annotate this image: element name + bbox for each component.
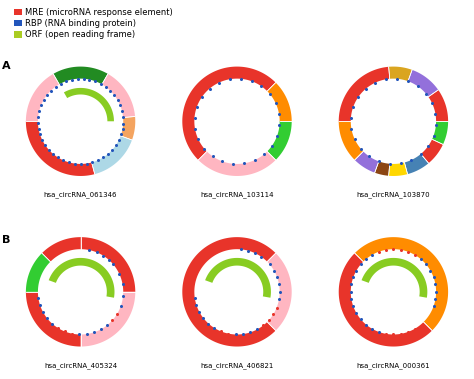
Legend: MRE (microRNA response element), RBP (RNA binding protein), ORF (open reading fr: MRE (microRNA response element), RBP (RN…: [14, 8, 173, 39]
Polygon shape: [267, 121, 292, 160]
Polygon shape: [91, 136, 132, 174]
Polygon shape: [205, 258, 271, 298]
Polygon shape: [102, 74, 135, 117]
Polygon shape: [267, 83, 292, 121]
Polygon shape: [26, 74, 59, 121]
Text: hsa_circRNA_103114: hsa_circRNA_103114: [200, 191, 274, 198]
Polygon shape: [339, 237, 448, 346]
Polygon shape: [428, 90, 448, 121]
Polygon shape: [49, 258, 115, 298]
Text: B: B: [2, 235, 11, 245]
Text: A: A: [2, 61, 11, 70]
Polygon shape: [42, 237, 81, 262]
Polygon shape: [121, 116, 135, 140]
Polygon shape: [375, 161, 390, 176]
Polygon shape: [362, 258, 428, 298]
Polygon shape: [26, 237, 135, 346]
Polygon shape: [26, 67, 135, 176]
Polygon shape: [389, 67, 412, 81]
Polygon shape: [182, 67, 276, 160]
Text: hsa_circRNA_406821: hsa_circRNA_406821: [201, 362, 273, 369]
Polygon shape: [182, 67, 292, 176]
Polygon shape: [182, 237, 276, 346]
Polygon shape: [339, 67, 390, 121]
Polygon shape: [267, 253, 292, 330]
Polygon shape: [339, 253, 432, 346]
Polygon shape: [26, 253, 50, 292]
Polygon shape: [198, 152, 276, 176]
Polygon shape: [389, 163, 408, 176]
Polygon shape: [408, 70, 438, 97]
Polygon shape: [53, 67, 108, 85]
Text: hsa_circRNA_405324: hsa_circRNA_405324: [44, 362, 117, 369]
Polygon shape: [81, 292, 135, 346]
Polygon shape: [421, 139, 443, 163]
Polygon shape: [26, 121, 95, 176]
Polygon shape: [182, 237, 292, 346]
Polygon shape: [355, 237, 448, 330]
Polygon shape: [64, 88, 114, 121]
Text: hsa_circRNA_061346: hsa_circRNA_061346: [44, 191, 118, 198]
Polygon shape: [339, 67, 448, 176]
Polygon shape: [355, 152, 379, 173]
Text: hsa_circRNA_000361: hsa_circRNA_000361: [356, 362, 430, 369]
Polygon shape: [404, 154, 428, 174]
Polygon shape: [339, 121, 363, 160]
Text: hsa_circRNA_103870: hsa_circRNA_103870: [356, 191, 430, 198]
Polygon shape: [26, 292, 81, 346]
Polygon shape: [81, 237, 135, 292]
Polygon shape: [432, 121, 448, 144]
